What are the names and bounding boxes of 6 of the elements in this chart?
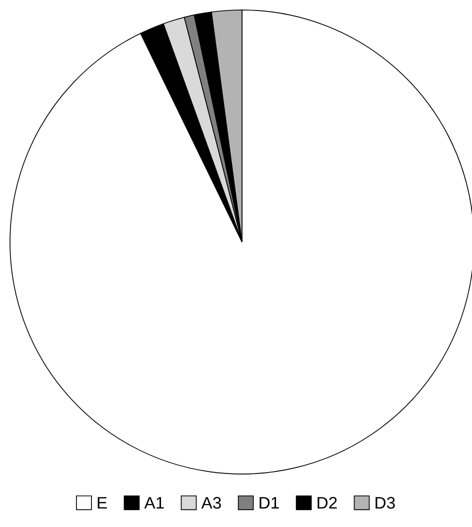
legend-label: E [98, 497, 107, 509]
legend-label: A1 [144, 497, 164, 509]
legend-label: D1 [260, 497, 279, 509]
legend-label: D3 [376, 496, 395, 509]
legend-label: D2 [318, 496, 337, 509]
legend-label: A3 [201, 496, 221, 509]
